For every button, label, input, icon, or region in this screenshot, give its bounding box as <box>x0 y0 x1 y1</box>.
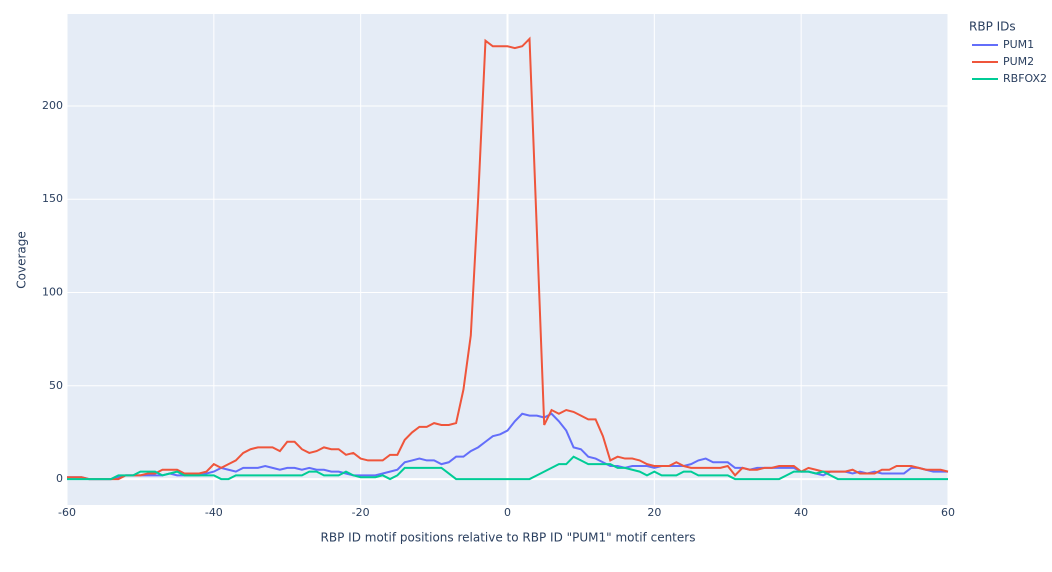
y-tick-label: 150 <box>42 192 63 205</box>
legend-label: PUM1 <box>1003 38 1034 51</box>
x-tick-label: 20 <box>647 506 661 519</box>
legend-title: RBP IDs <box>969 20 1016 34</box>
y-tick-label: 100 <box>42 286 63 299</box>
x-tick-label: 40 <box>794 506 808 519</box>
legend-label: RBFOX2 <box>1003 72 1047 85</box>
x-axis-title: RBP ID motif positions relative to RBP I… <box>321 531 696 545</box>
series-line <box>67 455 948 481</box>
x-tick-label: -20 <box>352 506 370 519</box>
y-tick-label: 0 <box>56 472 63 485</box>
x-tick-label: -40 <box>205 506 223 519</box>
x-tick-label: 0 <box>504 506 511 519</box>
y-tick-label: 50 <box>49 379 63 392</box>
grid <box>66 14 949 505</box>
y-axis-title: Coverage <box>15 231 29 289</box>
x-tick-label: 60 <box>941 506 955 519</box>
x-tick-label: -60 <box>58 506 76 519</box>
lines <box>67 36 949 481</box>
y-tick-label: 200 <box>42 99 63 112</box>
legend-label: PUM2 <box>1003 55 1034 68</box>
